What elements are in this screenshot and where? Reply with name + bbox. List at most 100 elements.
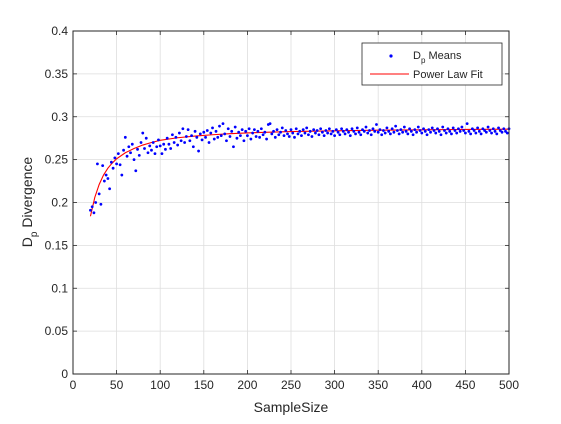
x-tick-label: 500	[499, 378, 519, 392]
dp-mean-point	[416, 125, 420, 129]
dp-mean-point	[104, 173, 108, 177]
dp-mean-point	[481, 127, 485, 131]
dp-mean-point	[300, 134, 303, 138]
dp-mean-point	[317, 133, 321, 137]
dp-mean-point	[380, 133, 384, 137]
dp-mean-point	[191, 145, 195, 149]
dp-mean-point	[399, 128, 403, 132]
dp-mean-point	[312, 128, 316, 132]
dp-mean-point	[338, 133, 342, 137]
dp-mean-point	[261, 133, 265, 137]
dp-mean-point	[350, 127, 354, 131]
dp-mean-point	[118, 163, 122, 167]
dp-mean-point	[298, 129, 302, 133]
dp-mean-point	[415, 130, 418, 134]
dp-mean-point	[460, 125, 464, 129]
dp-mean-point	[498, 129, 502, 132]
dp-mean-point	[90, 205, 94, 209]
dp-mean-point	[172, 141, 176, 144]
dp-mean-point	[369, 133, 373, 137]
dp-mean-point	[237, 130, 241, 134]
dp-mean-point	[392, 130, 396, 134]
dp-mean-point	[157, 138, 160, 142]
dp-mean-point	[359, 133, 363, 137]
dp-mean-point	[395, 129, 399, 132]
dp-mean-point	[464, 131, 467, 135]
dp-mean-point	[341, 129, 345, 133]
dp-mean-point	[277, 133, 281, 137]
dp-mean-point	[127, 145, 131, 149]
dp-mean-point	[320, 130, 324, 134]
dp-mean-point	[484, 130, 488, 134]
dp-mean-point	[239, 134, 242, 138]
dp-mean-point	[249, 137, 253, 141]
dp-mean-point	[198, 132, 202, 136]
dp-mean-point	[301, 128, 305, 132]
dp-mean-point	[212, 137, 216, 141]
legend-label-dp-means-main: D	[413, 50, 421, 62]
y-tick-label: 0.05	[45, 324, 69, 338]
dp-mean-point	[144, 136, 148, 140]
dp-mean-point	[225, 139, 228, 143]
dp-mean-point	[411, 133, 415, 137]
dp-mean-point	[505, 131, 509, 135]
y-tick-label: 0.2	[51, 196, 68, 210]
dp-mean-point	[294, 127, 298, 131]
dp-mean-point	[221, 122, 225, 126]
dp-mean-point	[256, 129, 260, 133]
dp-mean-point	[394, 124, 398, 128]
y-axis-title-main: D	[19, 237, 35, 247]
legend: Dp Means Power Law Fit	[361, 42, 503, 86]
dp-mean-point	[273, 135, 277, 139]
x-tick-label: 50	[110, 378, 124, 392]
dp-mean-point	[169, 147, 173, 150]
x-tick-label: 0	[70, 378, 77, 392]
dp-mean-point	[357, 130, 361, 134]
dp-mean-point	[193, 129, 197, 133]
dp-mean-point	[200, 138, 204, 142]
dp-mean-point	[422, 127, 425, 131]
dp-mean-point	[94, 201, 98, 204]
dp-mean-point	[491, 127, 495, 131]
dp-mean-point	[141, 131, 145, 135]
legend-label-power-law-fit: Power Law Fit	[413, 69, 483, 81]
dp-mean-point	[366, 131, 370, 135]
dp-mean-point	[218, 124, 221, 128]
dp-mean-point	[280, 126, 284, 130]
dp-mean-point	[235, 136, 239, 140]
dp-mean-point	[490, 131, 493, 135]
dp-mean-point	[259, 127, 263, 131]
dp-mean-point	[310, 135, 314, 138]
dp-mean-point	[348, 134, 352, 138]
dp-mean-point	[429, 130, 432, 134]
dp-mean-point	[244, 129, 248, 133]
dp-mean-point	[226, 127, 230, 131]
dp-means-series	[89, 122, 511, 215]
x-tick-label: 150	[194, 378, 214, 392]
dp-mean-point	[275, 128, 279, 132]
dp-mean-point	[279, 130, 282, 134]
dp-mean-point	[470, 127, 474, 131]
dp-mean-point	[211, 126, 214, 130]
dp-mean-point	[146, 151, 150, 155]
dp-mean-point	[151, 141, 155, 144]
dp-mean-point	[418, 129, 422, 132]
dp-mean-point	[190, 134, 193, 138]
dp-mean-point	[497, 126, 500, 130]
dp-mean-point	[477, 129, 481, 133]
dp-mean-point	[378, 128, 382, 132]
dp-mean-point	[291, 131, 295, 135]
dp-mean-point	[436, 127, 439, 131]
x-tick-label: 300	[325, 378, 345, 392]
dp-mean-point	[265, 137, 268, 141]
dp-mean-point	[434, 131, 438, 135]
dp-mean-point	[364, 125, 368, 129]
dp-mean-point	[204, 135, 207, 139]
dp-mean-point	[270, 132, 274, 136]
legend-label-dp-means: Dp Means	[413, 50, 462, 65]
dp-mean-point	[331, 129, 335, 133]
dp-mean-point	[129, 151, 132, 155]
dp-mean-point	[296, 132, 300, 136]
dp-mean-point	[486, 125, 490, 129]
dp-mean-point	[232, 145, 235, 149]
